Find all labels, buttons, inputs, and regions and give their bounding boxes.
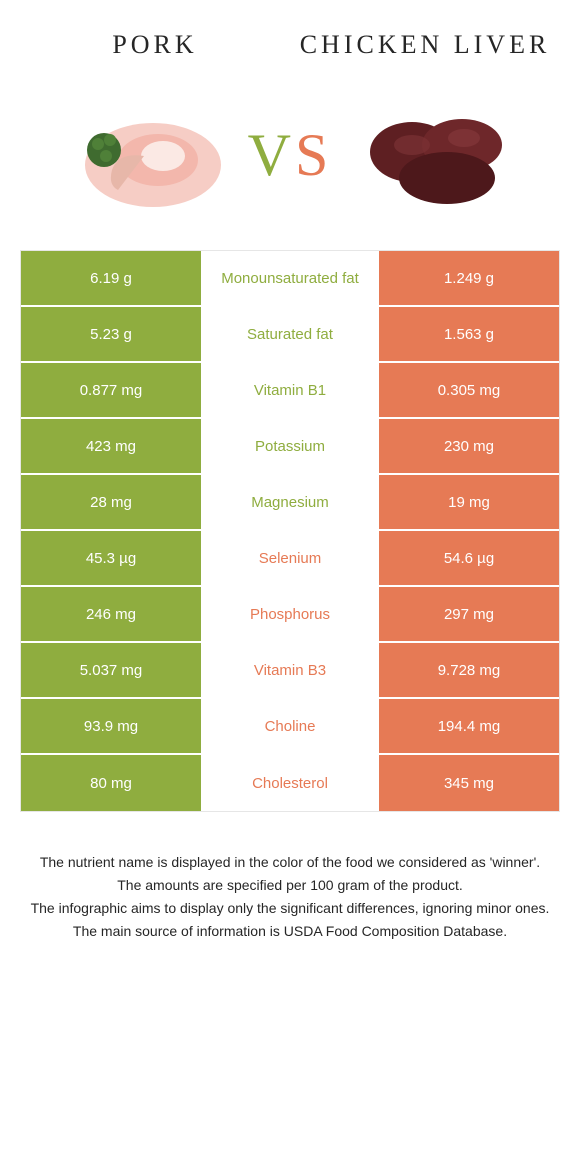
images-row: VS — [0, 80, 580, 250]
left-food-title: Pork — [20, 30, 290, 60]
left-value: 45.3 µg — [21, 531, 201, 585]
vs-s: S — [295, 122, 332, 188]
nutrient-label: Magnesium — [201, 475, 379, 529]
vs-label: VS — [248, 121, 333, 190]
nutrient-label: Saturated fat — [201, 307, 379, 361]
nutrient-table: 6.19 gMonounsaturated fat1.249 g5.23 gSa… — [20, 250, 560, 812]
footer-line-2: The amounts are specified per 100 gram o… — [30, 875, 550, 896]
table-row: 80 mgCholesterol345 mg — [21, 755, 559, 811]
vs-v: V — [248, 122, 295, 188]
nutrient-label: Monounsaturated fat — [201, 251, 379, 305]
nutrient-label: Phosphorus — [201, 587, 379, 641]
table-row: 6.19 gMonounsaturated fat1.249 g — [21, 251, 559, 307]
right-value: 230 mg — [379, 419, 559, 473]
table-row: 5.23 gSaturated fat1.563 g — [21, 307, 559, 363]
nutrient-label: Selenium — [201, 531, 379, 585]
table-row: 5.037 mgVitamin B39.728 mg — [21, 643, 559, 699]
left-value: 28 mg — [21, 475, 201, 529]
left-value: 5.037 mg — [21, 643, 201, 697]
left-value: 0.877 mg — [21, 363, 201, 417]
right-value: 345 mg — [379, 755, 559, 811]
table-row: 45.3 µgSelenium54.6 µg — [21, 531, 559, 587]
nutrient-label: Potassium — [201, 419, 379, 473]
right-value: 9.728 mg — [379, 643, 559, 697]
footer-line-3: The infographic aims to display only the… — [30, 898, 550, 919]
left-value: 6.19 g — [21, 251, 201, 305]
left-value: 5.23 g — [21, 307, 201, 361]
footer-line-4: The main source of information is USDA F… — [30, 921, 550, 942]
table-row: 246 mgPhosphorus297 mg — [21, 587, 559, 643]
right-value: 0.305 mg — [379, 363, 559, 417]
right-value: 1.249 g — [379, 251, 559, 305]
right-food-title: Chicken Liver — [290, 30, 560, 60]
table-row: 28 mgMagnesium19 mg — [21, 475, 559, 531]
left-value: 423 mg — [21, 419, 201, 473]
header-row: Pork Chicken Liver — [0, 0, 580, 80]
right-value: 19 mg — [379, 475, 559, 529]
right-value: 54.6 µg — [379, 531, 559, 585]
right-value: 1.563 g — [379, 307, 559, 361]
right-value: 297 mg — [379, 587, 559, 641]
table-row: 423 mgPotassium230 mg — [21, 419, 559, 475]
right-value: 194.4 mg — [379, 699, 559, 753]
nutrient-label: Cholesterol — [201, 755, 379, 811]
left-value: 93.9 mg — [21, 699, 201, 753]
chicken-liver-image — [352, 90, 522, 220]
nutrient-label: Vitamin B3 — [201, 643, 379, 697]
footer-line-1: The nutrient name is displayed in the co… — [30, 852, 550, 873]
left-value: 246 mg — [21, 587, 201, 641]
infographic-container: Pork Chicken Liver VS — [0, 0, 580, 984]
nutrient-label: Choline — [201, 699, 379, 753]
table-row: 93.9 mgCholine194.4 mg — [21, 699, 559, 755]
nutrient-label: Vitamin B1 — [201, 363, 379, 417]
left-value: 80 mg — [21, 755, 201, 811]
table-row: 0.877 mgVitamin B10.305 mg — [21, 363, 559, 419]
footer-notes: The nutrient name is displayed in the co… — [0, 812, 580, 984]
pork-image — [58, 90, 228, 220]
